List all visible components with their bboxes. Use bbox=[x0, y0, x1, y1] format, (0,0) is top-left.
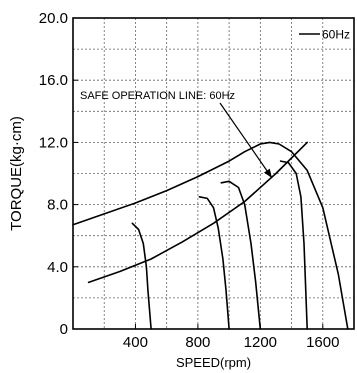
annotation-arrowhead bbox=[263, 168, 272, 178]
annotation: SAFE OPERATION LINE: 60Hz bbox=[80, 90, 273, 179]
y-tick-label: 20.0 bbox=[39, 10, 68, 27]
series-line-1 bbox=[72, 141, 349, 330]
y-tick-label: 0 bbox=[60, 321, 68, 338]
series-line-0 bbox=[87, 141, 308, 284]
x-tick-label: 800 bbox=[185, 334, 210, 351]
annotation-arrow bbox=[219, 102, 273, 179]
y-tick-label: 8.0 bbox=[47, 197, 68, 214]
legend-label: 60Hz bbox=[322, 28, 350, 42]
annotation-text: SAFE OPERATION LINE: 60Hz bbox=[80, 90, 235, 102]
series-line-5 bbox=[131, 222, 152, 330]
plot-frame bbox=[72, 17, 355, 330]
x-tick-label: 400 bbox=[123, 334, 148, 351]
y-tick-label: 4.0 bbox=[47, 259, 68, 276]
legend: 60Hz bbox=[299, 28, 350, 42]
series-line-4 bbox=[198, 196, 230, 330]
x-tick-label: 1600 bbox=[306, 334, 339, 351]
grid-layer bbox=[73, 18, 354, 329]
x-tick-label: 1200 bbox=[244, 334, 277, 351]
y-axis-label: TORQUE(kg·cm) bbox=[8, 116, 25, 231]
series-line-2 bbox=[279, 160, 308, 330]
x-axis-label: SPEED(rpm) bbox=[176, 355, 251, 370]
series-layer bbox=[72, 141, 349, 330]
tick-layer: 400 800 1200 1600 0 4.0 8.0 12.0 16.0 20.0 bbox=[39, 10, 340, 351]
y-tick-label: 16.0 bbox=[39, 72, 68, 89]
series-line-3 bbox=[220, 180, 262, 330]
y-tick-label: 12.0 bbox=[39, 134, 68, 151]
